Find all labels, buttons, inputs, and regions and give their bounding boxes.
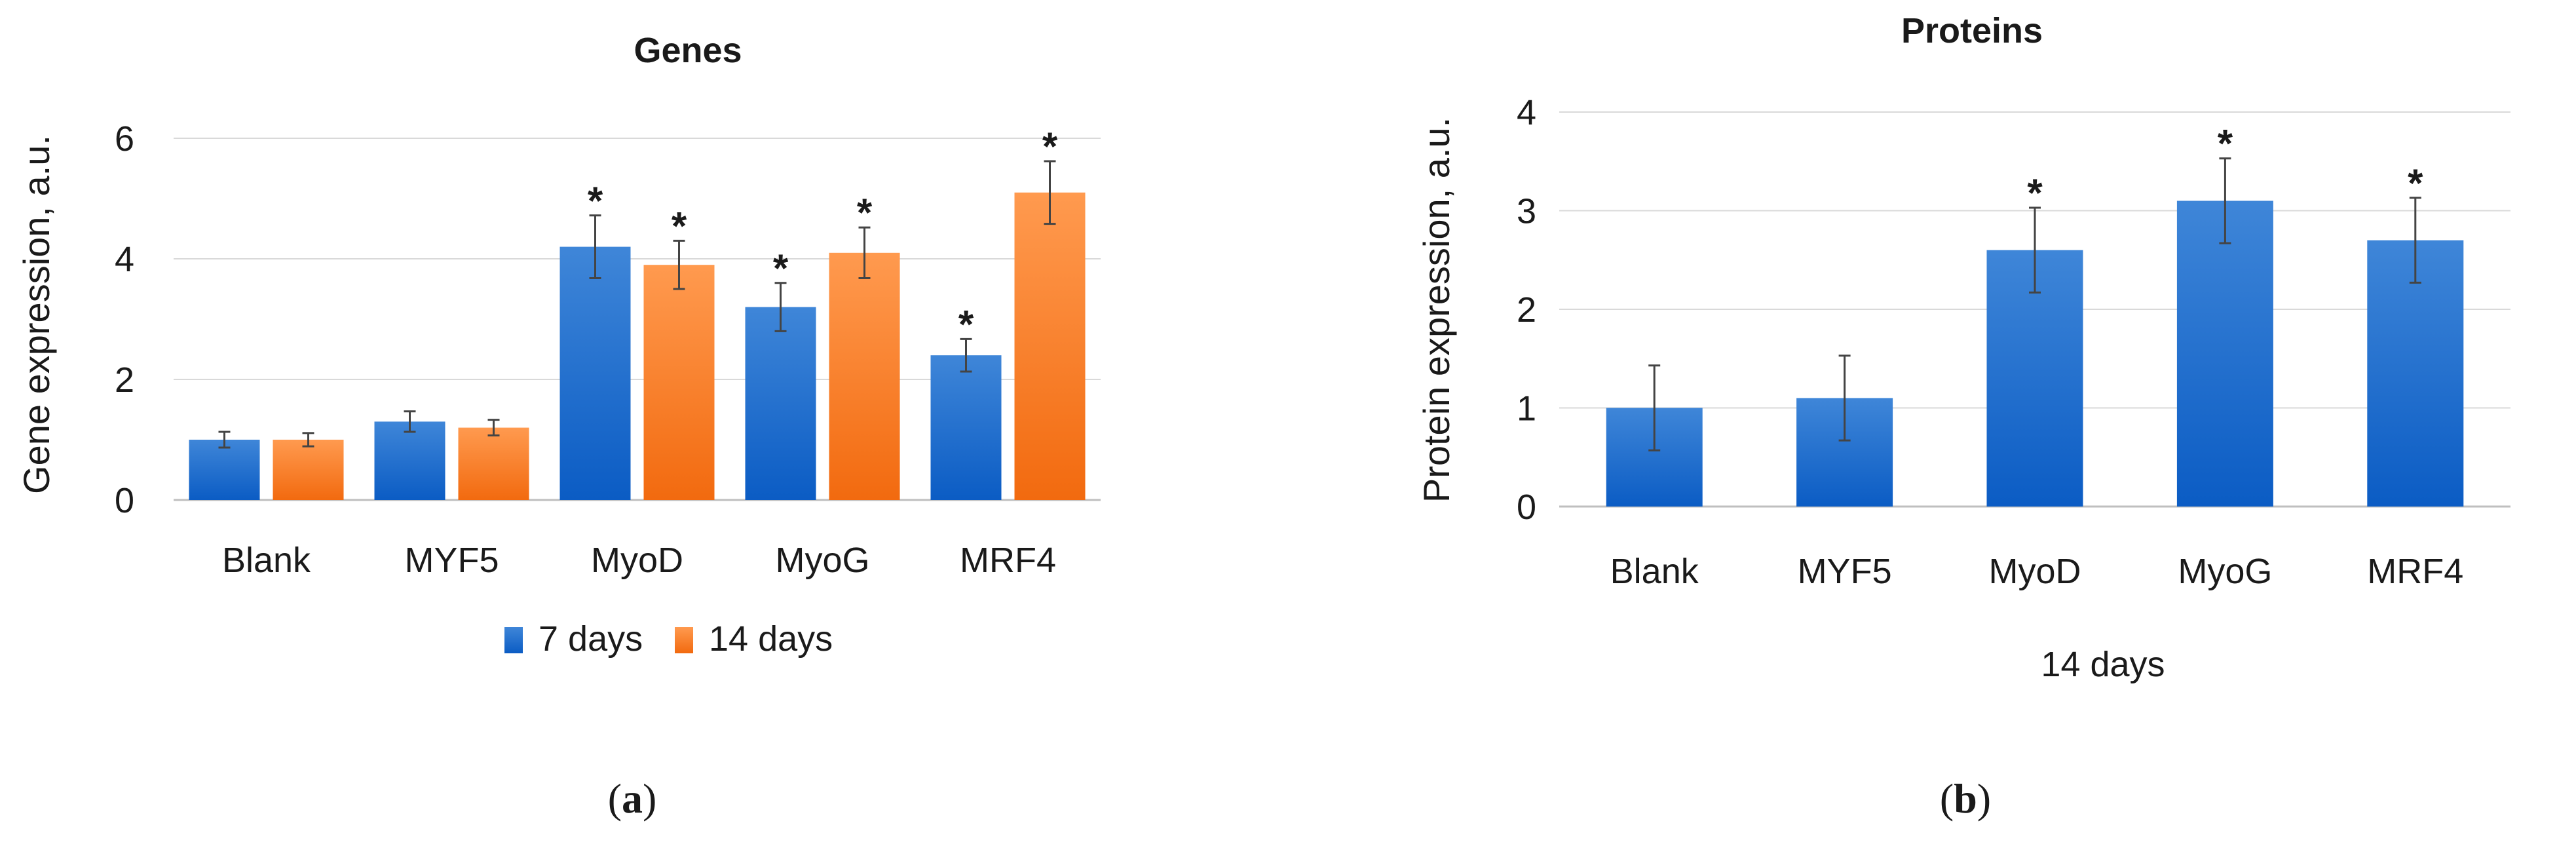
x-tick-labels: Blank MYF5 MyoD MyoG MRF4 xyxy=(222,541,1056,580)
bar-7-days-myod xyxy=(559,246,631,500)
significance-star: * xyxy=(588,179,603,223)
y-tick-label: 0 xyxy=(115,481,134,520)
bars xyxy=(189,192,1086,500)
bar-14-days-myog xyxy=(829,252,900,500)
bar-7-days-blank xyxy=(189,440,260,500)
bar-14-days-myod xyxy=(643,265,715,500)
y-axis-label: Protein expression, a.u. xyxy=(1416,117,1457,503)
y-tick-label: 4 xyxy=(115,240,134,279)
panel-label-b: (b) xyxy=(1940,775,1991,822)
significance-star: * xyxy=(2218,122,2233,166)
y-tick-label: 0 xyxy=(1517,488,1536,527)
x-tick-label: MRF4 xyxy=(2367,552,2463,591)
x-tick-label: Blank xyxy=(222,541,311,580)
y-tick-label: 4 xyxy=(1517,93,1536,132)
x-tick-label: MYF5 xyxy=(1798,552,1892,591)
x-tick-labels: Blank MYF5 MyoD MyoG MRF4 xyxy=(1610,552,2464,591)
x-tick-label: MyoD xyxy=(591,541,683,580)
y-axis-label: Gene expression, a.u. xyxy=(16,135,57,494)
x-axis-label: 14 days xyxy=(2041,645,2165,684)
x-tick-label: MyoG xyxy=(775,541,869,580)
x-tick-label: MRF4 xyxy=(960,541,1056,580)
panel-letter: b xyxy=(1954,775,1977,822)
y-tick-labels: 0 1 2 3 4 xyxy=(1517,93,1536,527)
y-tick-labels: 0 2 4 6 xyxy=(115,119,134,520)
x-tick-label: MyoG xyxy=(2178,552,2272,591)
significance-star: * xyxy=(2027,171,2043,215)
significance-star: * xyxy=(773,246,789,290)
x-tick-label: Blank xyxy=(1610,552,1699,591)
panel-letter: a xyxy=(622,775,643,822)
error-bars xyxy=(218,160,1056,449)
bar-14-days-myf5 xyxy=(458,427,529,500)
y-tick-label: 1 xyxy=(1517,389,1536,429)
bar-14-days-myog xyxy=(2176,201,2273,507)
genes-chart: Genes Gene expression, a.u. 0 2 4 6 * * * * ** … xyxy=(16,31,1101,822)
error-bars xyxy=(1648,157,2421,451)
significance-markers: * * * xyxy=(2027,122,2423,215)
panel-label-a: (a) xyxy=(608,775,657,822)
significance-star: * xyxy=(958,302,974,346)
x-tick-label: MyoD xyxy=(1988,552,2081,591)
legend-swatch-7-days xyxy=(504,627,523,653)
x-tick-label: MYF5 xyxy=(404,541,499,580)
bar-14-days-mrf4 xyxy=(1014,192,1086,500)
significance-star: * xyxy=(2408,161,2423,205)
proteins-chart: Proteins Protein expression, a.u. 01234 … xyxy=(1416,11,2510,822)
significance-star: * xyxy=(1042,125,1058,168)
chart-title: Proteins xyxy=(1901,11,2043,50)
legend-label-14-days: 14 days xyxy=(709,619,833,659)
legend-label-7-days: 7 days xyxy=(539,619,643,659)
significance-markers: * * * * * * xyxy=(588,125,1058,346)
y-tick-label: 2 xyxy=(1517,290,1536,330)
y-tick-label: 3 xyxy=(1517,192,1536,231)
bar-14-days-mrf4 xyxy=(2367,240,2464,507)
significance-star: * xyxy=(857,191,873,235)
y-tick-label: 2 xyxy=(115,360,134,400)
bar-7-days-myf5 xyxy=(374,421,445,500)
legend: 7 days 14 days xyxy=(504,619,833,659)
y-tick-label: 6 xyxy=(115,119,134,159)
bar-14-days-blank xyxy=(273,440,344,500)
chart-title: Genes xyxy=(634,31,742,70)
legend-swatch-14-days xyxy=(675,627,693,653)
bar-7-days-mrf4 xyxy=(930,355,1002,500)
significance-star: * xyxy=(672,204,687,248)
bar-7-days-myog xyxy=(745,307,816,500)
